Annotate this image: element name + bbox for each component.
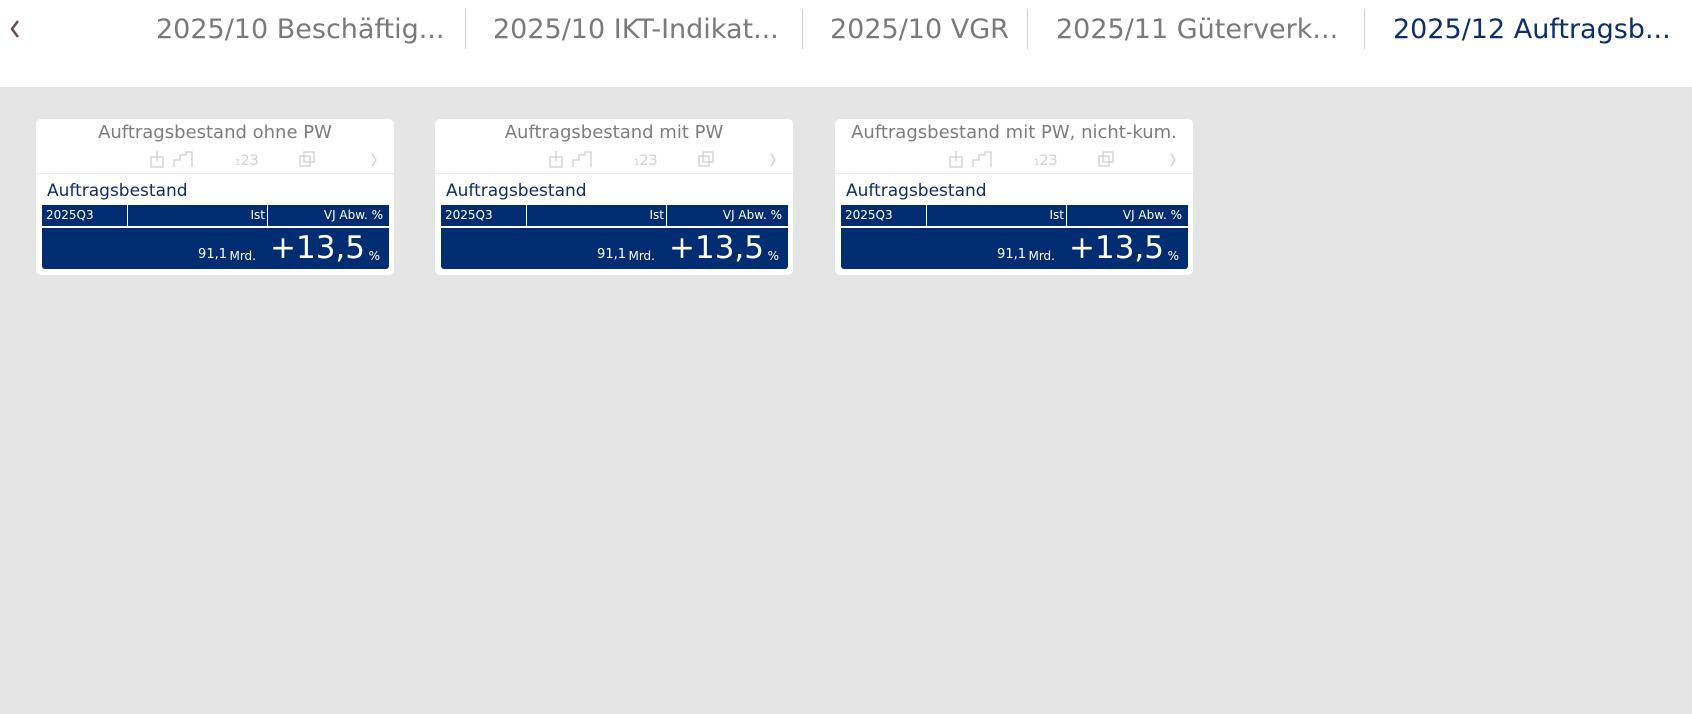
chart-icon[interactable] [572,151,592,167]
separator [835,173,1193,174]
chart-icon[interactable] [173,151,193,167]
svg-text:₁2З: ₁2З [1034,153,1058,169]
kpi-card[interactable]: Auftragsbestand ohne PW ₁2З Auftragsbestan… [36,119,394,275]
svg-text:₁2З: ₁2З [235,153,259,169]
copy-icon[interactable] [299,151,315,167]
cell-divider [127,205,128,226]
header-cell: Ist [1049,208,1065,222]
icon-row: ₁2З [150,151,377,169]
table-values: 91,1 Mrd. +13,5% [841,228,1188,269]
header-cell: VJ Abw. % [323,208,383,222]
number-icon[interactable]: ₁2З [1034,153,1058,169]
cell-divider [666,205,667,226]
value: 91,1 [997,247,1026,262]
separator [435,173,793,174]
next-icon[interactable] [371,153,377,167]
tab-divider [1364,9,1365,49]
header-cell: 2025Q3 [445,208,493,222]
value: 91,1 [198,247,227,262]
tab[interactable]: 2025/10 VGR [830,14,1009,45]
icon-row: ₁2З [36,149,394,171]
cell-divider [1066,205,1067,226]
table-header: 2025Q3 Ist VJ Abw. % [441,205,788,226]
cell-divider [267,205,268,226]
separator [36,173,394,174]
next-icon[interactable] [770,153,776,167]
tab-bar: 2025/10 Beschäftig... 2025/10 IKT-Indikat… [0,0,1692,87]
change-value: +13,5 [270,230,365,266]
cell-divider [926,205,927,226]
number-icon[interactable]: ₁2З [235,153,259,169]
card-title: Auftragsbestand mit PW [504,122,724,143]
icon-row: ₁2З [549,151,776,169]
svg-text:₁2З: ₁2З [634,153,658,169]
tab[interactable]: 2025/10 Beschäftig... [156,14,445,45]
header-cell: 2025Q3 [845,208,893,222]
tab-divider [1027,9,1028,49]
change-value: +13,5 [1069,230,1164,266]
chart-icon[interactable] [972,151,992,167]
icon-row: ₁2З [435,149,793,171]
change-unit: % [368,249,380,263]
tab[interactable]: 2025/10 IKT-Indikat... [493,14,779,45]
table-values: 91,1 Mrd. +13,5% [42,228,389,269]
unit: Mrd. [628,249,655,263]
tab[interactable]: 2025/11 Güterverk... [1056,14,1339,45]
cell-divider [526,205,527,226]
card-title: Auftragsbestand ohne PW [98,122,332,143]
kpi-card[interactable]: Auftragsbestand mit PW ₁2З Auftragsbestand… [435,119,793,275]
card-subtitle: Auftragsbestand [446,181,587,201]
table-values: 91,1 Mrd. +13,5% [441,228,788,269]
header-cell: VJ Abw. % [722,208,782,222]
change-value: +13,5 [669,230,764,266]
back-arrow[interactable] [8,18,22,40]
unit: Mrd. [229,249,256,263]
unit: Mrd. [1028,249,1055,263]
card-subtitle: Auftragsbestand [846,181,987,201]
icon-row: ₁2З [949,151,1176,169]
header-cell: Ist [649,208,665,222]
number-icon[interactable]: ₁2З [634,153,658,169]
tab-divider [465,9,466,49]
share-icon[interactable] [949,151,963,168]
value: 91,1 [597,247,626,262]
next-icon[interactable] [1170,153,1176,167]
change-unit: % [1167,249,1179,263]
share-icon[interactable] [549,151,563,168]
tab-divider [802,9,803,49]
copy-icon[interactable] [1098,151,1114,167]
copy-icon[interactable] [698,151,714,167]
card-subtitle: Auftragsbestand [47,181,188,201]
header-cell: VJ Abw. % [1122,208,1182,222]
tab[interactable]: 2025/12 Auftragsb... [1393,14,1671,45]
header-cell: Ist [250,208,266,222]
card-title: Auftragsbestand mit PW, nicht-kum. [851,122,1177,143]
kpi-card[interactable]: Auftragsbestand mit PW, nicht-kum. ₁2З Auf… [835,119,1193,275]
header-cell: 2025Q3 [46,208,94,222]
table-header: 2025Q3 Ist VJ Abw. % [42,205,389,226]
share-icon[interactable] [150,151,164,168]
change-unit: % [767,249,779,263]
icon-row: ₁2З [835,149,1193,171]
table-header: 2025Q3 Ist VJ Abw. % [841,205,1188,226]
